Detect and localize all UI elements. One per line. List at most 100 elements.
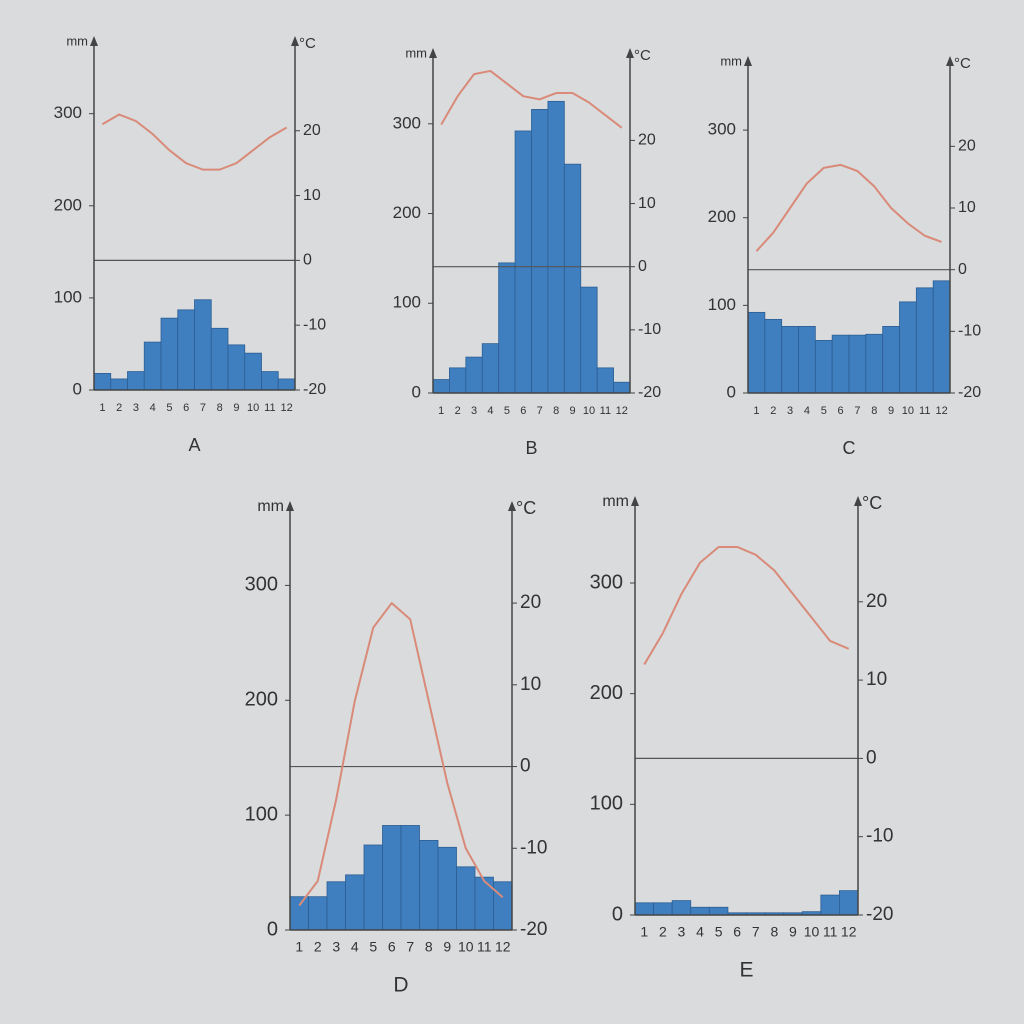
y2-tick-label: -20 bbox=[303, 381, 326, 398]
x-tick-label: 6 bbox=[733, 924, 741, 940]
rain-bar bbox=[563, 163, 582, 394]
y-tick-label: 100 bbox=[590, 793, 623, 815]
x-tick-label: 6 bbox=[838, 405, 844, 417]
x-tick-label: 9 bbox=[789, 924, 797, 940]
rain-bar bbox=[465, 356, 483, 394]
x-tick-label: 12 bbox=[281, 402, 293, 414]
y2-arrow bbox=[291, 36, 299, 46]
rain-bar bbox=[474, 876, 494, 931]
rain-bar bbox=[814, 340, 833, 394]
x-tick-label: 6 bbox=[183, 402, 189, 414]
y-axis-label: mm bbox=[257, 498, 284, 515]
chart-title: D bbox=[393, 974, 408, 997]
x-tick-label: 7 bbox=[537, 405, 543, 417]
y2-arrow bbox=[854, 496, 862, 506]
x-tick-label: 8 bbox=[871, 405, 877, 417]
x-tick-label: 7 bbox=[854, 405, 860, 417]
rain-bar bbox=[449, 367, 467, 394]
x-tick-label: 8 bbox=[553, 405, 559, 417]
x-tick-label: 1 bbox=[295, 939, 303, 955]
x-tick-label: 8 bbox=[770, 924, 778, 940]
x-tick-label: 3 bbox=[787, 405, 793, 417]
y2-tick-label: 20 bbox=[303, 122, 321, 139]
rain-bar bbox=[653, 902, 673, 916]
y-arrow bbox=[631, 496, 639, 506]
rain-bar bbox=[177, 309, 195, 391]
y-arrow bbox=[90, 36, 98, 46]
rain-bar bbox=[419, 840, 439, 931]
x-tick-label: 5 bbox=[369, 939, 377, 955]
y-tick-label: 300 bbox=[54, 103, 82, 122]
y2-tick-label: -10 bbox=[520, 837, 547, 858]
rain-bar bbox=[493, 881, 513, 931]
rain-bar bbox=[690, 906, 710, 916]
rain-bar bbox=[363, 844, 383, 931]
x-tick-label: 12 bbox=[616, 405, 628, 417]
x-tick-label: 1 bbox=[438, 405, 444, 417]
rain-bar bbox=[244, 352, 262, 391]
x-tick-label: 11 bbox=[919, 405, 930, 417]
x-tick-label: 11 bbox=[600, 405, 611, 417]
rain-bar bbox=[227, 344, 246, 391]
rain-bar bbox=[820, 894, 840, 916]
x-tick-label: 2 bbox=[116, 402, 122, 414]
temperature-line bbox=[755, 163, 942, 252]
y-axis-label: mm bbox=[66, 33, 88, 48]
x-tick-label: 5 bbox=[715, 924, 723, 940]
rain-bar bbox=[634, 902, 654, 916]
y-arrow bbox=[286, 501, 294, 511]
x-tick-label: 10 bbox=[247, 402, 259, 414]
x-tick-label: 9 bbox=[233, 402, 239, 414]
rain-bar bbox=[596, 367, 614, 394]
temperature-line bbox=[298, 602, 504, 907]
y-tick-label: 100 bbox=[708, 295, 736, 314]
x-tick-label: 12 bbox=[935, 405, 947, 417]
temperature-line bbox=[643, 545, 850, 665]
y2-axis-label: °C bbox=[634, 47, 651, 64]
rain-bar bbox=[289, 896, 309, 931]
rain-bar bbox=[456, 866, 476, 931]
y-tick-label: 300 bbox=[590, 571, 623, 593]
y2-axis-label: °C bbox=[954, 55, 971, 72]
chart-title: B bbox=[525, 438, 537, 458]
y-tick-label: 0 bbox=[267, 918, 278, 940]
x-tick-label: 11 bbox=[823, 924, 838, 940]
y2-tick-label: 10 bbox=[303, 187, 321, 204]
y-tick-label: 0 bbox=[727, 382, 736, 401]
y2-tick-label: -10 bbox=[866, 826, 893, 847]
y2-tick-label: 10 bbox=[866, 669, 887, 690]
rain-bar bbox=[580, 286, 598, 394]
y2-tick-label: -20 bbox=[520, 919, 547, 940]
y-tick-label: 100 bbox=[245, 803, 278, 825]
chart-title: C bbox=[843, 438, 856, 458]
y-tick-label: 200 bbox=[54, 195, 82, 214]
y2-arrow bbox=[508, 501, 516, 511]
rain-bar bbox=[400, 825, 420, 931]
x-tick-label: 5 bbox=[821, 405, 827, 417]
x-tick-label: 5 bbox=[166, 402, 172, 414]
x-tick-label: 12 bbox=[841, 924, 857, 940]
y2-tick-label: -20 bbox=[638, 384, 661, 401]
y-tick-label: 200 bbox=[590, 682, 623, 704]
y2-axis-label: °C bbox=[862, 493, 882, 513]
y2-tick-label: 0 bbox=[638, 258, 647, 275]
x-tick-label: 8 bbox=[217, 402, 223, 414]
rain-bar bbox=[747, 311, 766, 394]
y2-tick-label: 20 bbox=[958, 138, 976, 155]
rain-bar bbox=[498, 262, 516, 394]
x-tick-label: 10 bbox=[458, 939, 474, 955]
y2-tick-label: 20 bbox=[866, 591, 887, 612]
rain-bar bbox=[899, 301, 917, 394]
x-tick-label: 2 bbox=[770, 405, 776, 417]
rain-bar bbox=[143, 341, 162, 391]
x-tick-label: 4 bbox=[150, 402, 156, 414]
rain-bar bbox=[781, 325, 799, 394]
rain-bar bbox=[308, 896, 328, 931]
rain-bar bbox=[481, 343, 500, 394]
rain-bar bbox=[277, 378, 296, 391]
x-tick-label: 3 bbox=[133, 402, 139, 414]
y2-arrow bbox=[626, 48, 634, 58]
rain-bar bbox=[382, 825, 402, 931]
chart-title: E bbox=[739, 959, 753, 982]
